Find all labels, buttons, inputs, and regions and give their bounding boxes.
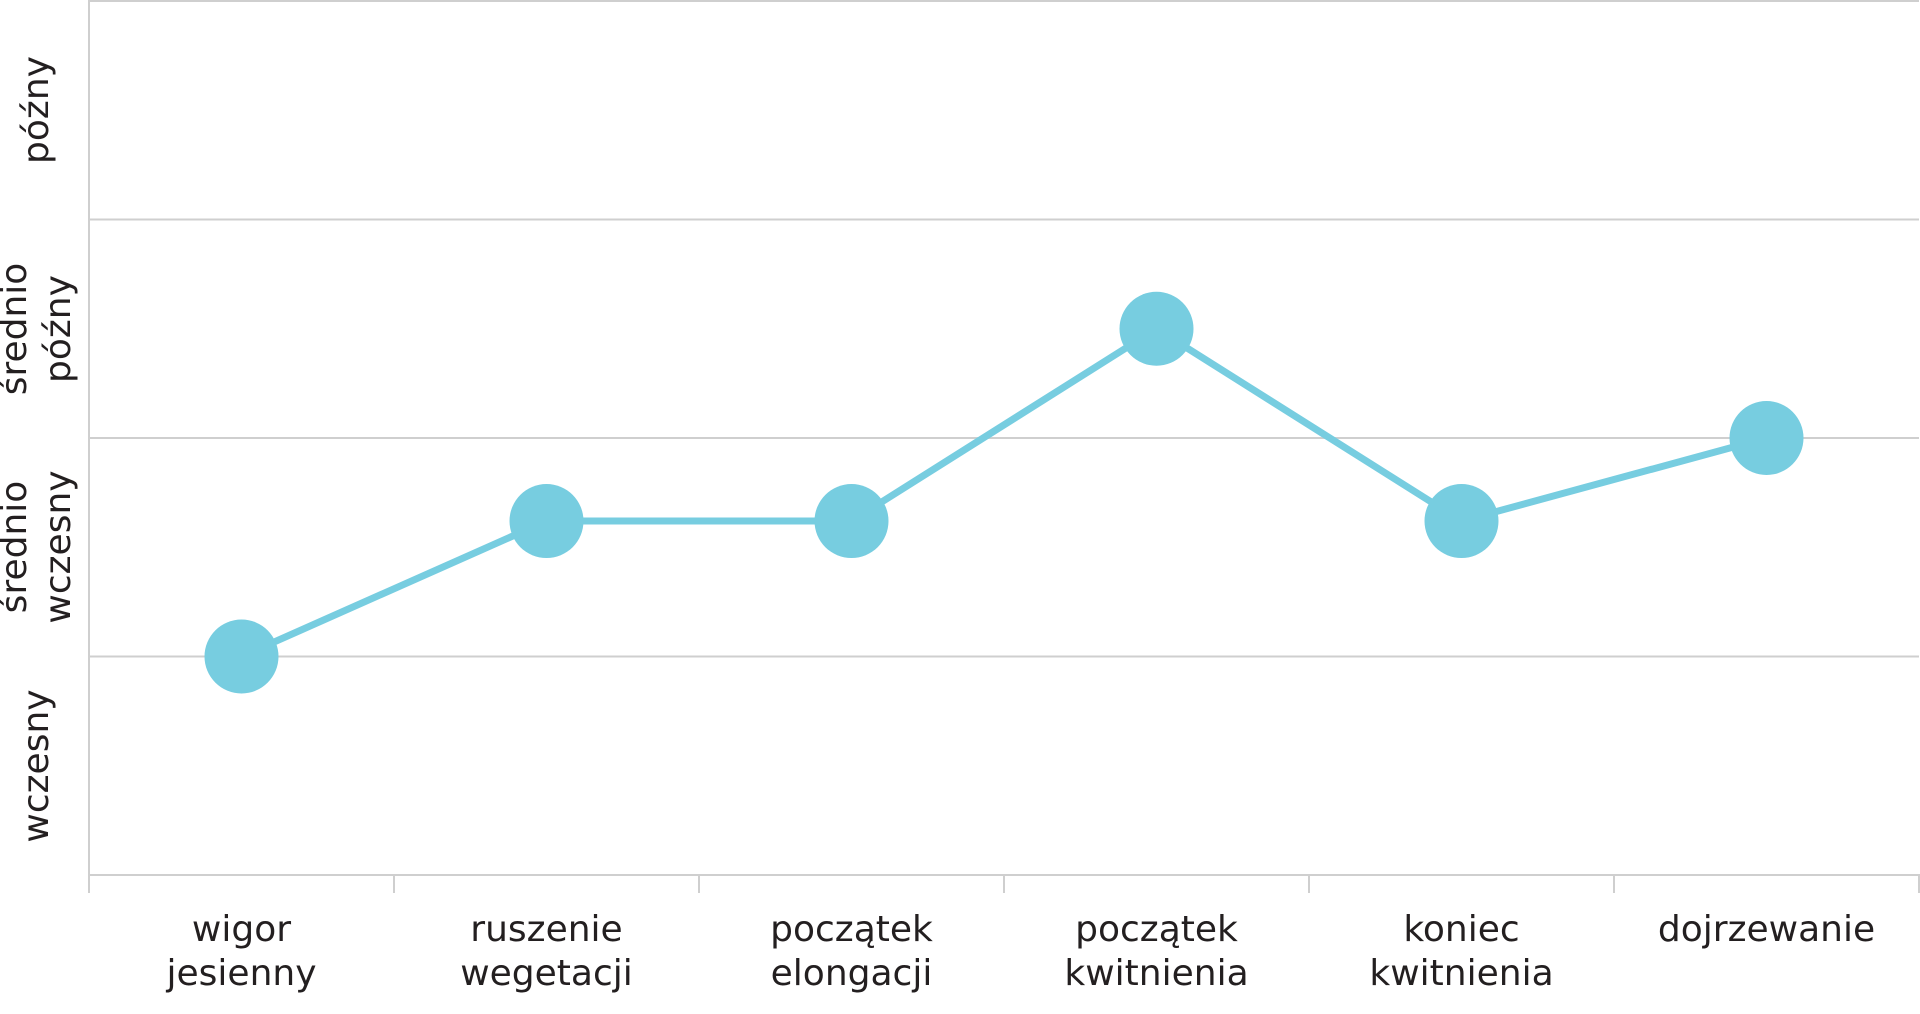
x-tick-label: koniec kwitnienia (1369, 909, 1554, 994)
line (240, 325, 1768, 660)
x-tick-label: początek kwitnienia (1064, 909, 1249, 994)
x-tick-label: dojrzewanie (1657, 909, 1876, 950)
x-tick-label: początek elongacji (770, 909, 933, 994)
point (814, 484, 889, 559)
x-tick-label: ruszenie wegetacji (460, 909, 633, 994)
point (1119, 291, 1194, 366)
x-tick-label: wigor jesienny (166, 909, 317, 994)
point (1424, 484, 1499, 559)
point (204, 619, 279, 694)
y-tick-label: wczesny (16, 689, 57, 843)
y-tick-label: późny (16, 56, 57, 165)
y-tick-label: średnio późny (0, 262, 79, 396)
point (509, 484, 584, 559)
y-tick-label: średnio wczesny (0, 470, 79, 624)
point (1729, 401, 1804, 475)
